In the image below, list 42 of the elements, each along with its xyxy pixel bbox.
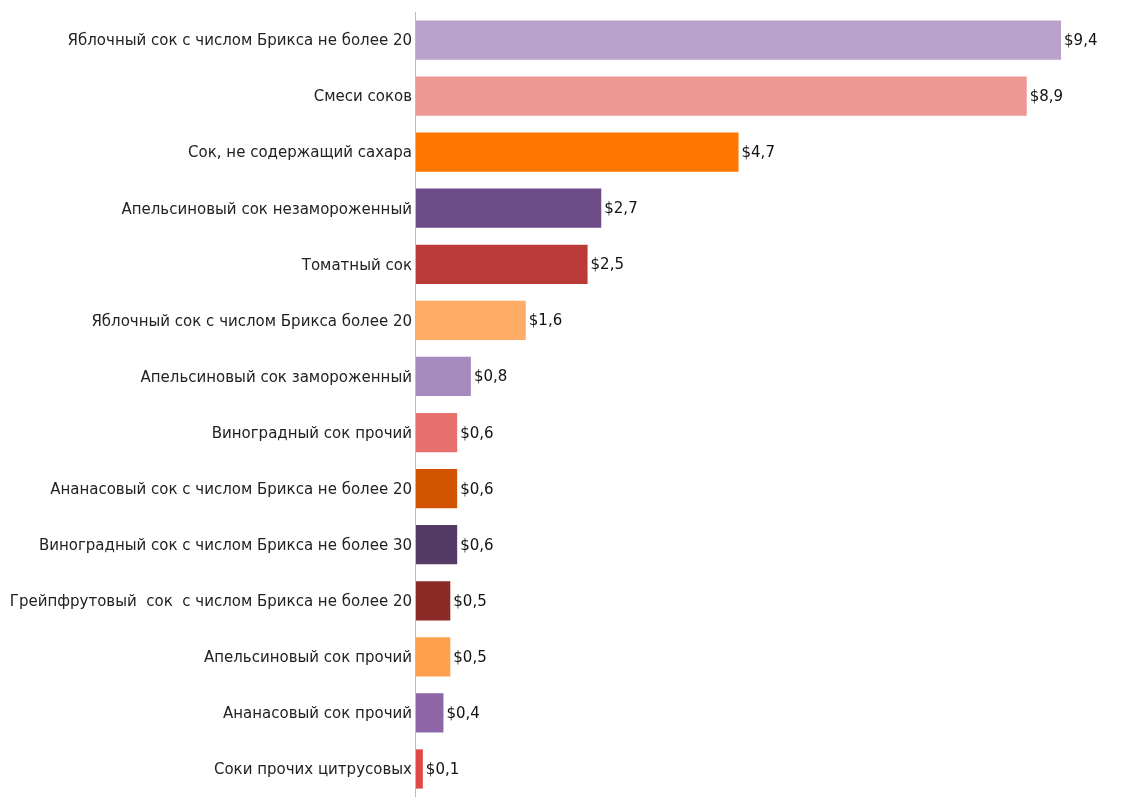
- data-label: $8,9: [1029, 87, 1064, 106]
- data-label: $1,6: [528, 311, 563, 330]
- y-tick-label: Апельсиновый сок прочий: [203, 648, 412, 667]
- y-tick-label: Апельсиновый сок незамороженный: [121, 199, 412, 218]
- bar: [416, 356, 471, 397]
- bar: [416, 637, 451, 677]
- bar: [416, 188, 602, 228]
- bar: [416, 412, 458, 453]
- y-tick-label: Соки прочих цитрусовых: [213, 760, 413, 779]
- y-tick-label: Виноградный сок прочий: [211, 423, 412, 442]
- data-label: $2,5: [590, 255, 624, 274]
- data-label: $0,1: [425, 759, 460, 778]
- bar: [416, 300, 526, 341]
- y-tick-label: Виноградный сок с числом Брикса не более 30: [38, 535, 412, 554]
- data-label: $0,5: [453, 647, 487, 666]
- y-tick-label: Томатный сок: [300, 255, 412, 274]
- bar: [416, 244, 588, 284]
- data-label: $0,6: [460, 423, 494, 442]
- data-label: $9,4: [1064, 31, 1098, 50]
- data-label: $2,7: [604, 199, 638, 218]
- y-tick-label: Ананасовый сок прочий: [222, 704, 412, 723]
- data-label: $0,6: [460, 479, 494, 498]
- data-label: $4,7: [741, 143, 775, 162]
- bar: [416, 132, 739, 172]
- bar: [416, 525, 458, 565]
- data-label: $0,8: [473, 367, 508, 386]
- bar: [416, 468, 458, 509]
- y-tick-label: Яблочный сок с числом Брикса не более 20: [67, 31, 412, 50]
- data-label: $0,5: [453, 591, 487, 610]
- bar: [416, 20, 1062, 60]
- bar: [416, 749, 423, 789]
- y-tick-label: Яблочный сок с числом Брикса более 20: [91, 311, 412, 330]
- bar: [416, 76, 1027, 116]
- data-label: $0,6: [460, 535, 494, 554]
- y-tick-label: Смеси соков: [313, 87, 412, 106]
- bar: [416, 581, 451, 621]
- y-tick-label: Сок, не содержащий сахара: [188, 143, 412, 162]
- bar: [416, 693, 444, 733]
- y-tick-label: Апельсиновый сок замороженный: [140, 367, 412, 386]
- y-tick-label: Грейпфрутовый сок с числом Брикса не более 20: [9, 592, 412, 610]
- data-label: $0,4: [446, 703, 480, 722]
- y-tick-label: Ананасовый сок с числом Брикса не более 20: [50, 479, 412, 498]
